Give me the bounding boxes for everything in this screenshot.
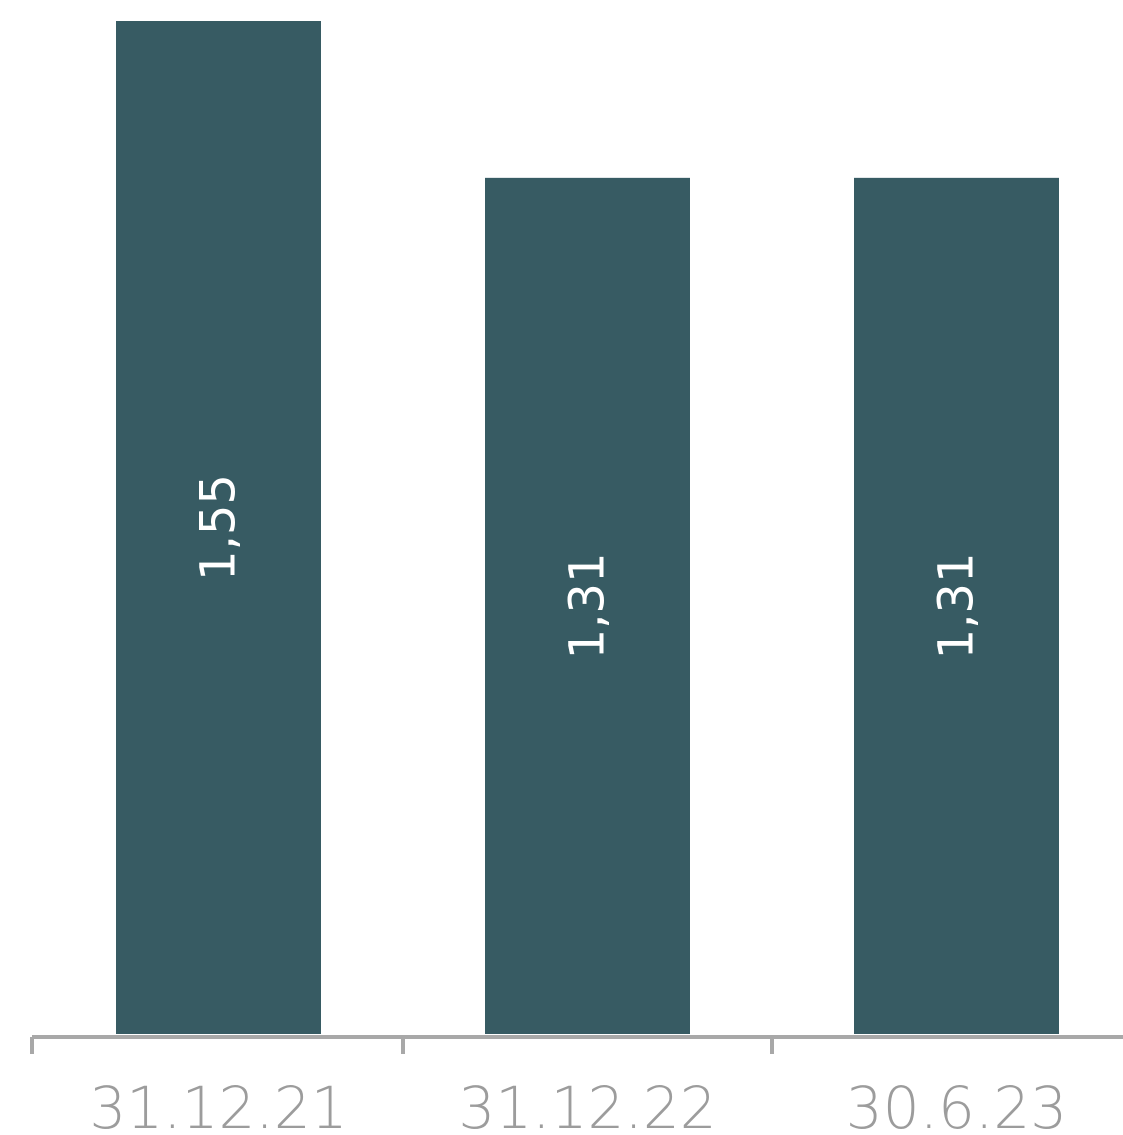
bar-2 [485,177,690,1034]
bars-layer: 1,55 1,31 1,31 [116,21,1059,1034]
bar-1 [116,21,321,1034]
x-tick-label: 30.6.23 [846,1074,1067,1135]
bar-value-label: 1,31 [929,552,985,659]
x-tick-label: 31.12.22 [458,1074,716,1135]
bar-value-label: 1,31 [560,552,616,659]
x-tick-labels: 31.12.21 31.12.22 30.6.23 [89,1074,1067,1135]
x-axis [30,1035,1123,1054]
bar-value-label: 1,55 [191,474,247,581]
x-tick-label: 31.12.21 [89,1074,347,1135]
bar-3 [854,177,1059,1034]
